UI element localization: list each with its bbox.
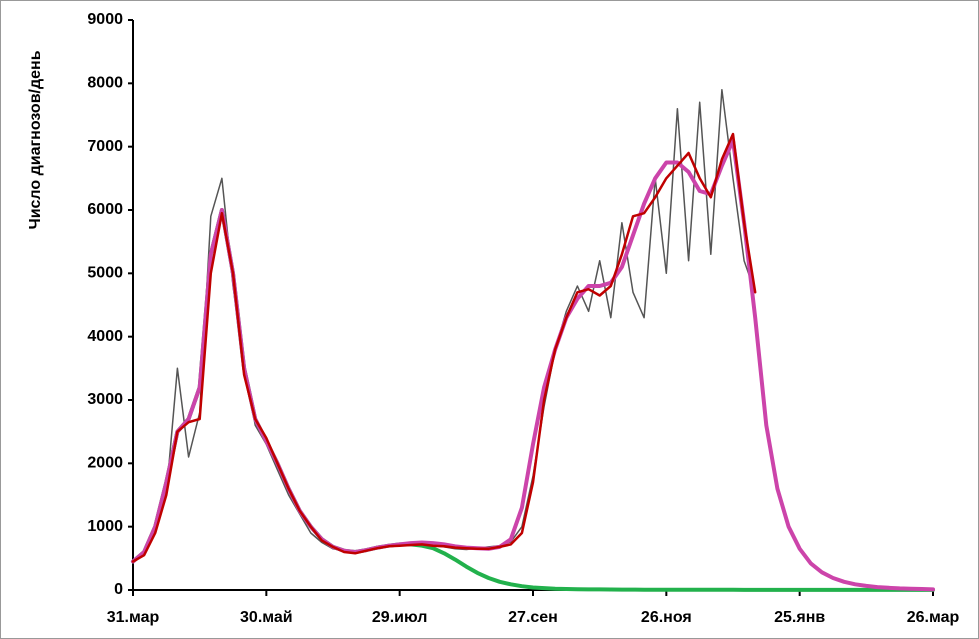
y-tick-label: 6000	[87, 201, 123, 218]
series-line	[131, 138, 935, 592]
x-tick-label: 26.мар	[907, 609, 960, 626]
y-axis-label: Число диагнозов/день	[27, 50, 44, 229]
series-line	[131, 132, 757, 563]
x-tick-label: 30.май	[240, 609, 293, 626]
y-tick-label: 7000	[87, 138, 123, 155]
y-tick-label: 9000	[87, 11, 123, 28]
x-tick-label: 25.янв	[774, 609, 825, 626]
y-tick-label: 1000	[87, 518, 123, 535]
y-tick-label: 8000	[87, 75, 123, 92]
y-tick-label: 3000	[87, 391, 123, 408]
y-tick-label: 5000	[87, 265, 123, 282]
y-tick-label: 2000	[87, 455, 123, 472]
x-tick-label: 27.сен	[508, 609, 558, 626]
x-tick-label: 29.июл	[372, 609, 428, 626]
x-tick-label: 26.ноя	[641, 609, 692, 626]
y-tick-label: 0	[114, 581, 123, 598]
x-tick-label: 31.мар	[107, 609, 160, 626]
y-tick-label: 4000	[87, 328, 123, 345]
